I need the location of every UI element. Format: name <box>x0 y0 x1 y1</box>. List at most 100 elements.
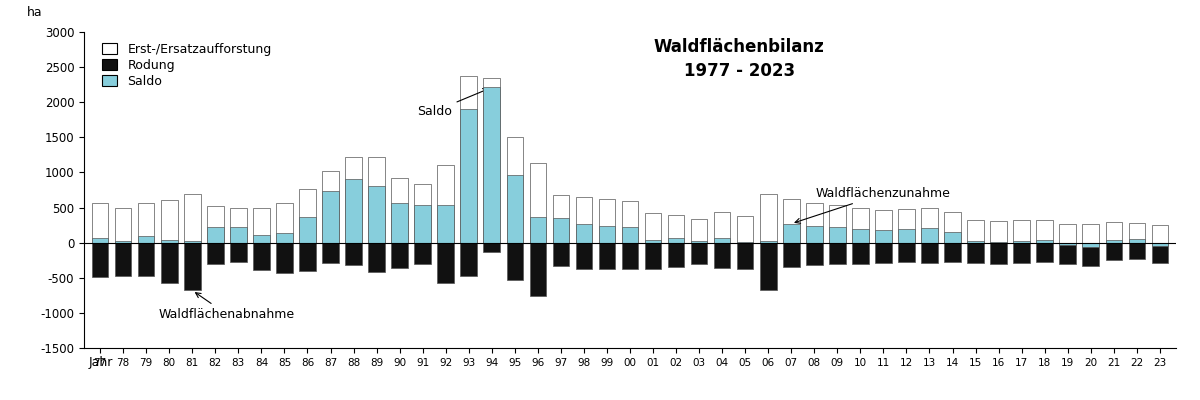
Bar <box>161 243 178 283</box>
Bar <box>667 238 684 243</box>
Bar <box>461 243 478 276</box>
Bar <box>1128 223 1145 243</box>
Bar <box>138 243 155 276</box>
Bar <box>944 232 961 243</box>
Bar <box>599 226 616 243</box>
Bar <box>691 220 708 243</box>
Bar <box>230 208 247 243</box>
Bar <box>922 243 937 263</box>
Bar <box>461 76 478 243</box>
Text: ha: ha <box>28 6 43 19</box>
Bar <box>253 208 270 243</box>
Bar <box>990 221 1007 243</box>
Bar <box>852 229 869 243</box>
Bar <box>1152 225 1168 243</box>
Bar <box>1060 243 1076 246</box>
Bar <box>1013 243 1030 263</box>
Bar <box>506 243 523 280</box>
Bar <box>760 194 776 243</box>
Bar <box>323 171 338 243</box>
Bar <box>208 243 223 264</box>
Bar <box>599 243 616 269</box>
Bar <box>438 166 454 243</box>
Bar <box>644 243 661 269</box>
Bar <box>622 200 638 243</box>
Bar <box>944 212 961 243</box>
Bar <box>529 163 546 243</box>
Bar <box>760 241 776 243</box>
Bar <box>1128 243 1145 259</box>
Bar <box>1037 220 1052 243</box>
Bar <box>714 212 731 243</box>
Bar <box>184 243 200 290</box>
Bar <box>438 243 454 283</box>
Bar <box>346 180 362 243</box>
Bar <box>92 203 108 243</box>
Bar <box>208 206 223 243</box>
Bar <box>967 243 984 263</box>
Bar <box>852 243 869 264</box>
Bar <box>782 243 799 267</box>
Bar <box>829 226 846 243</box>
Bar <box>253 235 270 243</box>
Bar <box>806 226 822 243</box>
Bar <box>922 208 937 243</box>
Bar <box>484 78 500 243</box>
Bar <box>438 206 454 243</box>
Bar <box>391 203 408 243</box>
Bar <box>576 243 593 269</box>
Bar <box>184 194 200 243</box>
Bar <box>529 217 546 243</box>
Bar <box>92 243 108 277</box>
Bar <box>346 157 362 243</box>
Bar <box>576 224 593 243</box>
Bar <box>92 238 108 243</box>
Bar <box>414 206 431 243</box>
Bar <box>644 240 661 243</box>
Bar <box>644 213 661 243</box>
Bar <box>552 243 569 266</box>
Bar <box>990 242 1007 243</box>
Bar <box>208 227 223 243</box>
Bar <box>714 243 731 268</box>
Text: Jahr: Jahr <box>89 356 113 370</box>
Bar <box>990 243 1007 264</box>
Text: Waldflächenzunahme: Waldflächenzunahme <box>796 187 950 223</box>
Bar <box>461 109 478 243</box>
Bar <box>737 242 754 243</box>
Bar <box>737 243 754 269</box>
Bar <box>1152 243 1168 246</box>
Bar <box>967 240 984 243</box>
Bar <box>875 210 892 243</box>
Bar <box>599 199 616 243</box>
Bar <box>484 88 500 243</box>
Bar <box>368 243 385 272</box>
Bar <box>898 229 914 243</box>
Bar <box>115 243 132 276</box>
Bar <box>967 220 984 243</box>
Bar <box>368 157 385 243</box>
Bar <box>806 243 822 265</box>
Bar <box>1152 243 1168 263</box>
Bar <box>115 240 132 243</box>
Bar <box>161 240 178 243</box>
Bar <box>230 227 247 243</box>
Bar <box>1037 243 1052 262</box>
Bar <box>1082 224 1099 243</box>
Bar <box>922 228 937 243</box>
Bar <box>1128 239 1145 243</box>
Bar <box>875 230 892 243</box>
Bar <box>161 200 178 243</box>
Bar <box>299 189 316 243</box>
Bar <box>760 243 776 290</box>
Bar <box>782 199 799 243</box>
Bar <box>852 208 869 243</box>
Bar <box>529 243 546 296</box>
Bar <box>552 195 569 243</box>
Bar <box>576 197 593 243</box>
Bar <box>691 241 708 243</box>
Bar <box>782 224 799 243</box>
Bar <box>323 243 338 263</box>
Bar <box>253 243 270 270</box>
Bar <box>230 243 247 262</box>
